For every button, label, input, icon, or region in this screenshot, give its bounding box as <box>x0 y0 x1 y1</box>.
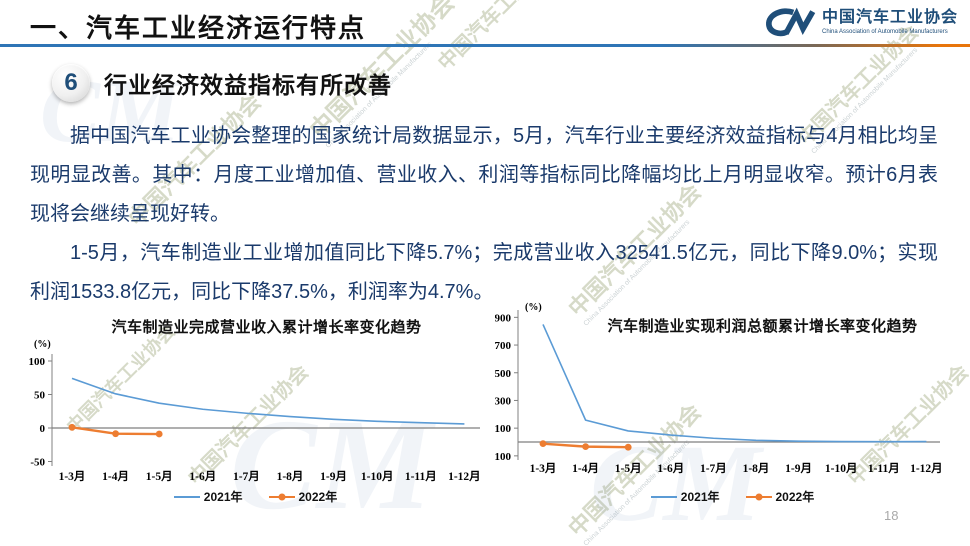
series-marker <box>155 430 163 438</box>
series-marker <box>624 443 632 451</box>
chart-title: 汽车制造业完成营业收入累计增长率变化趋势 <box>111 319 422 336</box>
series-marker <box>539 440 547 448</box>
legend-label: 2022年 <box>298 490 338 504</box>
x-tick-label: 1-12月 <box>910 462 943 475</box>
y-tick-label: 500 <box>495 368 512 380</box>
paragraph-figures: 1-5月，汽车制造业工业增加值同比下降5.7%；完成营业收入32541.5亿元，… <box>30 242 938 303</box>
y-axis: 900 700 500 300 100 -100 <box>495 310 519 463</box>
x-tick-label: 1-12月 <box>448 470 481 483</box>
x-tick-label: 1-4月 <box>572 462 599 475</box>
y-tick-label: -50 <box>30 457 45 469</box>
legend-item: 2021年 <box>650 488 720 505</box>
legend-label: 2021年 <box>203 490 243 504</box>
x-tick-label: 1-10月 <box>825 462 858 475</box>
series-marker <box>582 443 589 451</box>
legend-item: 2022年 <box>268 488 338 505</box>
page-title: 一、汽车工业经济运行特点 <box>30 13 367 43</box>
chart-legend: 2021年 2022年 <box>495 488 970 505</box>
section-number-badge: 6 <box>52 64 90 102</box>
legend-swatch <box>268 493 295 500</box>
x-tick-labels: 1-3月 1-4月 1-5月 1-6月 1-7月 1-8月 1-9月 1-10月 1-11月 1-… <box>59 470 481 483</box>
logo-text: 中国汽车工业协会 China Association of Automobile… <box>821 9 958 36</box>
chart-revenue-growth-trend: 100 50 0 -50 1-3月 1-4月 1-5月 1-6月 1-7月 1-8月 1-9月 1-1… <box>18 310 493 520</box>
legend-marker-dot <box>278 493 285 500</box>
y-tick-label: 900 <box>495 312 512 324</box>
association-logo: 中国汽车工业协会 China Association of Automobile… <box>764 7 958 39</box>
x-tick-labels: 1-3月 1-4月 1-5月 1-6月 1-7月 1-8月 1-9月 1-10月 1-11月 1-… <box>530 462 943 475</box>
watermark-text: 中国汽车工业协会 <box>434 0 563 75</box>
legend-label: 2022年 <box>775 490 815 504</box>
legend-item: 2022年 <box>745 488 815 505</box>
y-tick-label: 0 <box>40 423 46 435</box>
chart-profit-growth-trend: 900700500300100-1001-3月1-4月1-5月1-6月1-7月1… <box>495 300 970 520</box>
x-tick-label: 1-7月 <box>700 462 727 475</box>
cam-logo-icon <box>766 7 816 37</box>
y-tick-label: 100 <box>29 356 46 368</box>
chart-title: 汽车制造业实现利润总额累计增长率变化趋势 <box>607 318 918 335</box>
y-tick-label: 50 <box>34 390 46 402</box>
x-tick-label: 1-6月 <box>657 462 684 475</box>
series-line-2021年 <box>542 324 927 443</box>
chart-legend: 2021年 2022年 <box>18 488 493 505</box>
legend-label: 2021年 <box>680 490 720 504</box>
header-divider <box>0 44 970 47</box>
x-tick-label: 1-9月 <box>320 470 347 483</box>
legend-marker-dot <box>755 493 762 500</box>
x-tick-label: 1-9月 <box>785 462 812 475</box>
body-text: 据中国汽车工业协会整理的国家统计局数据显示，5月，汽车行业主要经济效益指标与4月… <box>30 117 938 312</box>
profit-line-chart-canvas: 900700500300100-1001-3月1-4月1-5月1-6月1-7月1… <box>495 310 943 475</box>
section-title: 行业经济效益指标有所改善 <box>104 72 392 98</box>
legend-swatch <box>173 495 200 498</box>
x-tick-label: 1-5月 <box>615 462 642 475</box>
x-tick-label: 1-8月 <box>743 462 770 475</box>
y-tick-label: 300 <box>495 395 512 407</box>
y-tick-label: 700 <box>495 340 512 352</box>
x-tick-label: 1-3月 <box>530 462 557 475</box>
legend-item: 2021年 <box>173 488 243 505</box>
paragraph-overview: 据中国汽车工业协会整理的国家统计局数据显示，5月，汽车行业主要经济效益指标与4月… <box>30 125 938 225</box>
x-tick-label: 1-6月 <box>189 470 216 483</box>
y-tick-label: 100 <box>495 423 512 435</box>
series-marker <box>112 430 119 438</box>
x-tick-label: 1-10月 <box>361 470 394 483</box>
x-tick-label: 1-4月 <box>102 470 129 483</box>
legend-swatch <box>650 495 677 498</box>
x-tick-label: 1-5月 <box>146 470 173 483</box>
revenue-line-chart-canvas: 100 50 0 -50 1-3月 1-4月 1-5月 1-6月 1-7月 1-8月 1-9月 1-1… <box>29 354 481 483</box>
x-tick-label: 1-11月 <box>868 462 900 475</box>
x-tick-label: 1-3月 <box>59 470 86 483</box>
y-axis-unit-label: (%) <box>34 339 51 350</box>
x-tick-label: 1-7月 <box>233 470 260 483</box>
x-tick-label: 1-11月 <box>405 470 437 483</box>
series-marker <box>68 423 76 431</box>
series-line-2021年 <box>71 377 465 425</box>
legend-swatch <box>745 493 772 500</box>
page-number: 18 <box>884 508 899 523</box>
y-tick-label: -100 <box>495 451 511 463</box>
y-axis: 100 50 0 -50 <box>29 354 53 469</box>
logo-name-cn: 中国汽车工业协会 <box>821 9 958 27</box>
y-axis-unit-label: (%) <box>525 302 542 313</box>
x-tick-label: 1-8月 <box>277 470 304 483</box>
logo-name-en: China Association of Automobile Manufact… <box>821 29 948 36</box>
section-heading: 6 行业经济效益指标有所改善 <box>52 64 392 102</box>
